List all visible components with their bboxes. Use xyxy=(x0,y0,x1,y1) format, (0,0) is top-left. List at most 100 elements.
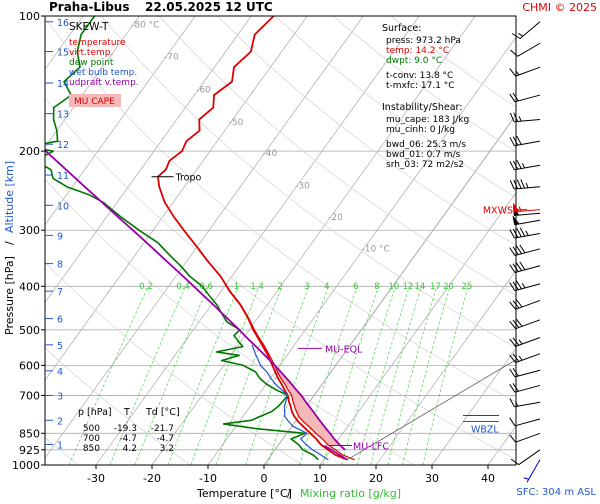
wind-barb-flag xyxy=(512,215,520,225)
shear-bwd01: bwd_01: 0.7 m/s xyxy=(386,150,461,160)
dew-point-line xyxy=(45,16,319,461)
wind-barb-full xyxy=(509,282,516,291)
tropopause-label: Tropo xyxy=(175,173,202,184)
wind-barb-full xyxy=(509,338,516,347)
dry-adiabat-line xyxy=(274,16,516,199)
table-row-850-t: 4.2 xyxy=(123,444,137,454)
instability-mucinh: mu_cinh: 0 J/kg xyxy=(386,125,455,135)
wind-barb-full xyxy=(509,161,515,171)
mixing-ratio-line xyxy=(402,286,451,465)
wind-barb-full xyxy=(509,417,516,427)
wind-barb-full xyxy=(509,264,516,273)
wind-barb-full xyxy=(509,68,516,77)
wind-barb-half xyxy=(521,163,526,169)
wind-barb xyxy=(509,318,541,330)
wind-barb xyxy=(509,159,541,171)
wind-barb-half xyxy=(518,355,523,361)
pressure-tick-label: 925 xyxy=(19,444,40,457)
wind-barb-full xyxy=(509,354,516,363)
surface-elevation: SFC: 304 m ASL xyxy=(516,487,596,498)
wind-barb-full xyxy=(510,458,519,466)
wind-barb xyxy=(523,459,541,483)
wind-barb-full xyxy=(516,159,522,169)
wind-barb-staff xyxy=(514,418,541,427)
legend-item-udpraft: udpraft v.temp. xyxy=(69,78,139,88)
pressure-tick-label: 700 xyxy=(19,389,40,402)
wind-barb-full xyxy=(509,301,516,310)
table-row-500-td: -21.7 xyxy=(151,424,174,434)
dry-adiabat-line xyxy=(45,97,516,460)
mixing-ratio-line xyxy=(134,286,209,465)
altitude-tick-label: 2 xyxy=(57,416,63,427)
isotherm-line xyxy=(319,192,516,465)
pressure-tick-label: 500 xyxy=(19,324,40,337)
wind-barb xyxy=(509,432,541,443)
altitude-tick-label: 11 xyxy=(57,171,69,182)
isotherm-label: -70 xyxy=(164,53,179,63)
wind-barb-full xyxy=(509,229,515,239)
instability-title: Instability/Shear: xyxy=(382,102,462,113)
x-axis-label: Temperature [°C] xyxy=(196,487,292,500)
wind-barb-full xyxy=(512,228,519,238)
wind-barb-full xyxy=(512,383,519,392)
mixing-ratio-line xyxy=(109,286,186,465)
wind-barb xyxy=(509,337,541,347)
legend-item-virt-temp: virt.temp. xyxy=(69,48,113,58)
surface-title: Surface: xyxy=(382,23,421,34)
wind-barb-staff xyxy=(514,369,541,378)
wind-barb xyxy=(509,227,541,239)
wind-barb-staff xyxy=(514,140,541,147)
isotherm-line xyxy=(45,16,196,226)
isotherm-line xyxy=(45,16,252,304)
legend-item-temperature: temperature xyxy=(69,38,126,48)
wind-barb-half xyxy=(518,339,523,345)
wind-barb-staff xyxy=(514,118,541,123)
temperature-line xyxy=(157,16,348,461)
wind-barb-staff xyxy=(515,337,541,347)
legend-item-dew-point: dew point xyxy=(69,58,114,68)
wind-barb xyxy=(509,135,541,147)
mixing-ratio-label: 25 xyxy=(461,282,472,292)
altitude-tick-label: 10 xyxy=(57,201,69,212)
wind-barb-staff xyxy=(514,248,541,256)
x-axis-title: Temperature [°C] / Mixing ratio [g/kg] xyxy=(196,487,401,500)
wind-barb-full xyxy=(512,367,519,377)
x-axis-separator: / xyxy=(287,487,291,500)
isotherm-line xyxy=(151,16,476,465)
surface-dwpt: dwpt: 9.0 °C xyxy=(386,56,442,66)
wind-barb-full xyxy=(512,92,519,102)
wind-barb-full xyxy=(513,112,519,122)
wind-barb xyxy=(509,367,541,378)
wind-barb-staff xyxy=(519,21,541,39)
mixing-ratio-label: 0.6 xyxy=(199,282,213,292)
mixing-ratio-line xyxy=(215,286,283,465)
instability-info: Instability/Shear: mu_cape: 183 J/kg mu_… xyxy=(382,102,469,170)
grid-layer: 0.2 0.4 0.6 1 1.4 2 3 4 6 8 10 12 14 17 20 25-80 °C-70-… xyxy=(45,16,516,465)
x-tick-label: -30 xyxy=(87,472,105,485)
mixing-ratio-label: 3 xyxy=(304,282,309,292)
wind-barb-staff xyxy=(515,432,541,443)
mixing-ratio-label: 2 xyxy=(277,282,282,292)
surface-press: press: 973.2 hPa xyxy=(386,36,461,46)
virtual-temperature-line xyxy=(206,259,355,461)
x-tick-label: 30 xyxy=(425,472,439,485)
plot-frame xyxy=(44,15,517,466)
isotherm-label: -30 xyxy=(295,181,310,191)
isotherm-label: -80 °C xyxy=(131,20,159,30)
wind-barb xyxy=(512,215,541,226)
altitude-tick-label: 8 xyxy=(57,260,63,271)
mixing-ratio-label: 1 xyxy=(234,282,239,292)
mixing-ratio-label: 0.4 xyxy=(176,282,190,292)
isotherm-line xyxy=(375,269,516,465)
mu-eql-label: MU-EQL xyxy=(325,344,363,355)
wind-barb-staff xyxy=(517,42,541,57)
wind-barb-full xyxy=(516,179,522,189)
dry-adiabat-line xyxy=(332,16,516,152)
pressure-tick-label: 300 xyxy=(19,224,40,237)
wind-barb-staff xyxy=(514,164,541,171)
dry-adiabat-line xyxy=(216,16,516,246)
wind-barb xyxy=(509,66,541,77)
dry-adiabat-line xyxy=(45,17,516,403)
wind-barb-full xyxy=(512,246,519,255)
table-row-500-t: -19.3 xyxy=(114,424,137,434)
